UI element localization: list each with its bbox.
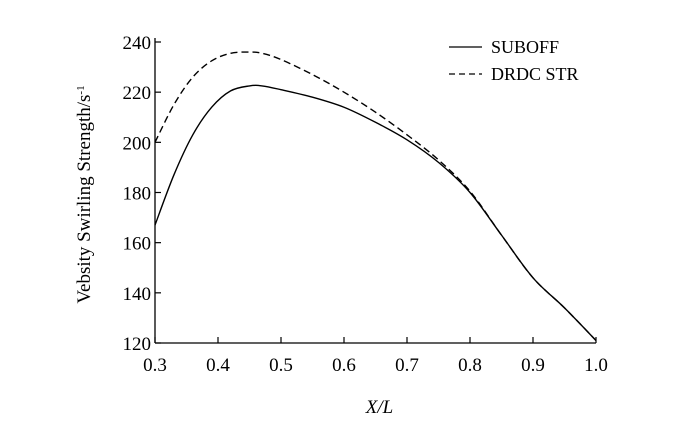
x-tick-label: 0.4 [206,355,230,376]
y-ticks: 120 140 160 180 200 220 240 [123,33,161,355]
series-lines [154,51,597,341]
x-tick-label: 0.9 [521,355,545,376]
legend-label-drdc-str: DRDC STR [491,64,579,84]
x-tick-label: 1.0 [584,355,608,376]
y-tick-label: 180 [123,184,152,205]
y-tick-label: 160 [123,234,152,255]
y-axis-title: Vebsity Swirling Strength/s-1 [74,85,95,303]
y-axis-title-group: Vebsity Swirling Strength/s-1 [74,85,95,303]
axes [154,38,596,344]
x-tick-label: 0.6 [332,355,356,376]
y-axis-title-superscript: -1 [75,85,87,94]
y-tick-label: 220 [123,83,152,104]
y-tick-label: 240 [123,33,152,54]
x-tick-label: 0.3 [143,355,167,376]
x-ticks: 0.3 0.4 0.5 0.6 0.7 0.8 0.9 1.0 [143,337,608,376]
x-axis-title: X/L [365,397,393,418]
legend: SUBOFF DRDC STR [449,37,579,84]
x-tick-label: 0.8 [458,355,482,376]
y-tick-label: 120 [123,334,152,355]
x-tick-label: 0.7 [395,355,419,376]
y-tick-label: 140 [123,284,152,305]
x-tick-label: 0.5 [269,355,293,376]
series-line-drdc-str [154,51,597,341]
series-line-suboff [154,84,597,341]
legend-label-suboff: SUBOFF [491,37,559,57]
y-tick-label: 200 [123,133,152,154]
y-axis-title-main: Vebsity Swirling Strength/s [74,95,95,304]
